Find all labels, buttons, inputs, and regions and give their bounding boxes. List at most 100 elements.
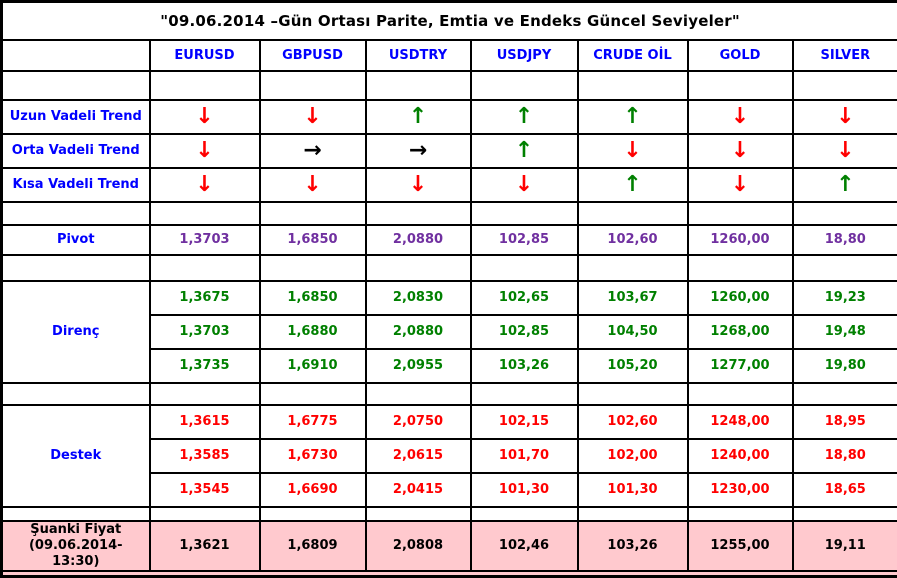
resistance-value: 1,6910: [260, 349, 366, 383]
support-value: 18,80: [793, 439, 897, 473]
resistance-value: 105,20: [578, 349, 688, 383]
column-header-usdtry: USDTRY: [366, 40, 471, 71]
arrow-up-icon: ↑: [471, 134, 578, 168]
spacer-cell: [260, 255, 366, 281]
pivot-value: 1,6850: [260, 225, 366, 255]
arrow-down-icon: ↓: [793, 100, 897, 134]
spacer-cell: [578, 255, 688, 281]
current-price-value: 1,3621: [150, 521, 260, 572]
spacer-cell: [150, 255, 260, 281]
support-value: 102,00: [578, 439, 688, 473]
spacer-cell: [366, 507, 471, 521]
spacer-cell: [2, 507, 150, 521]
resistance-value: 104,50: [578, 315, 688, 349]
current-price-label: Şuanki Fiyat(09.06.2014-13:30): [2, 521, 150, 572]
spacer-cell: [260, 71, 366, 100]
resistance-value: 103,26: [471, 349, 578, 383]
support-value: 2,0750: [366, 405, 471, 439]
trend-row-label: Uzun Vadeli Trend: [2, 100, 150, 134]
support-value: 18,65: [793, 473, 897, 507]
spacer-cell: [471, 71, 578, 100]
spacer-cell: [366, 383, 471, 405]
spacer-cell: [150, 383, 260, 405]
spacer-cell: [688, 71, 793, 100]
spacer-cell: [366, 255, 471, 281]
resistance-value: 2,0830: [366, 281, 471, 315]
spacer-cell: [688, 202, 793, 225]
support-value: 1,3585: [150, 439, 260, 473]
spacer-cell: [150, 202, 260, 225]
arrow-down-icon: ↓: [150, 134, 260, 168]
resistance-value: 1268,00: [688, 315, 793, 349]
current-price-label-line: 13:30): [3, 554, 149, 570]
spacer-cell: [366, 71, 471, 100]
support-value: 101,70: [471, 439, 578, 473]
support-value: 1,6730: [260, 439, 366, 473]
table-title: "09.06.2014 –Gün Ortası Parite, Emtia ve…: [2, 2, 897, 40]
pivot-label: Pivot: [2, 225, 150, 255]
arrow-down-icon: ↓: [793, 134, 897, 168]
resistance-label: Direnç: [2, 281, 150, 383]
arrow-right-icon: →: [260, 134, 366, 168]
spacer-cell: [578, 507, 688, 521]
arrow-down-icon: ↓: [688, 100, 793, 134]
column-header-gbpusd: GBPUSD: [260, 40, 366, 71]
resistance-value: 103,67: [578, 281, 688, 315]
arrow-up-icon: ↑: [578, 168, 688, 202]
spacer-cell: [2, 202, 150, 225]
arrow-down-icon: ↓: [366, 168, 471, 202]
spacer-cell: [793, 383, 897, 405]
support-value: 102,15: [471, 405, 578, 439]
arrow-down-icon: ↓: [578, 134, 688, 168]
support-value: 101,30: [578, 473, 688, 507]
spacer-cell: [688, 507, 793, 521]
spacer-cell: [793, 255, 897, 281]
resistance-value: 102,85: [471, 315, 578, 349]
arrow-right-icon: →: [366, 134, 471, 168]
current-price-value: 1255,00: [688, 521, 793, 572]
arrow-down-icon: ↓: [150, 100, 260, 134]
spacer-cell: [793, 71, 897, 100]
support-value: 1,6775: [260, 405, 366, 439]
corner-cell: [2, 40, 150, 71]
spacer-cell: [2, 71, 150, 100]
spacer-cell: [578, 202, 688, 225]
support-value: 101,30: [471, 473, 578, 507]
arrow-up-icon: ↑: [471, 100, 578, 134]
column-header-usdjpy: USDJPY: [471, 40, 578, 71]
current-price-value: 19,11: [793, 521, 897, 572]
trend-row-label: Kısa Vadeli Trend: [2, 168, 150, 202]
arrow-down-icon: ↓: [150, 168, 260, 202]
resistance-value: 1277,00: [688, 349, 793, 383]
spacer-cell: [471, 255, 578, 281]
arrow-up-icon: ↑: [578, 100, 688, 134]
resistance-value: 19,23: [793, 281, 897, 315]
arrow-up-icon: ↑: [793, 168, 897, 202]
pivot-value: 18,80: [793, 225, 897, 255]
current-price-label-line: Şuanki Fiyat: [3, 522, 149, 538]
column-header-silver: SILVER: [793, 40, 897, 71]
current-price-value: 1,6809: [260, 521, 366, 572]
resistance-value: 1260,00: [688, 281, 793, 315]
spacer-cell: [471, 202, 578, 225]
arrow-down-icon: ↓: [260, 100, 366, 134]
bottom-cutoff-strip: [2, 571, 897, 576]
pivot-value: 102,85: [471, 225, 578, 255]
current-price-value: 103,26: [578, 521, 688, 572]
resistance-value: 102,65: [471, 281, 578, 315]
resistance-value: 1,3703: [150, 315, 260, 349]
support-value: 2,0615: [366, 439, 471, 473]
column-header-crude-oi-l: CRUDE OİL: [578, 40, 688, 71]
resistance-value: 1,3675: [150, 281, 260, 315]
arrow-down-icon: ↓: [688, 134, 793, 168]
support-value: 1240,00: [688, 439, 793, 473]
spacer-cell: [150, 71, 260, 100]
spacer-cell: [260, 383, 366, 405]
support-value: 1,6690: [260, 473, 366, 507]
arrow-down-icon: ↓: [688, 168, 793, 202]
spacer-cell: [471, 383, 578, 405]
column-header-gold: GOLD: [688, 40, 793, 71]
current-price-value: 2,0808: [366, 521, 471, 572]
spacer-cell: [578, 383, 688, 405]
spacer-cell: [793, 507, 897, 521]
